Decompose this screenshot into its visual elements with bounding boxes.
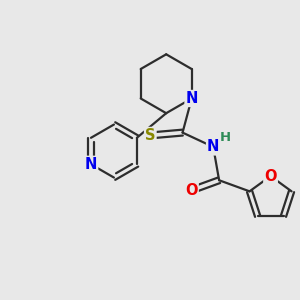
Text: O: O [264, 169, 277, 184]
Text: O: O [185, 183, 198, 198]
Text: N: N [207, 140, 219, 154]
Text: H: H [220, 131, 231, 144]
Text: N: N [85, 157, 97, 172]
Text: N: N [185, 91, 198, 106]
Text: S: S [145, 128, 155, 143]
